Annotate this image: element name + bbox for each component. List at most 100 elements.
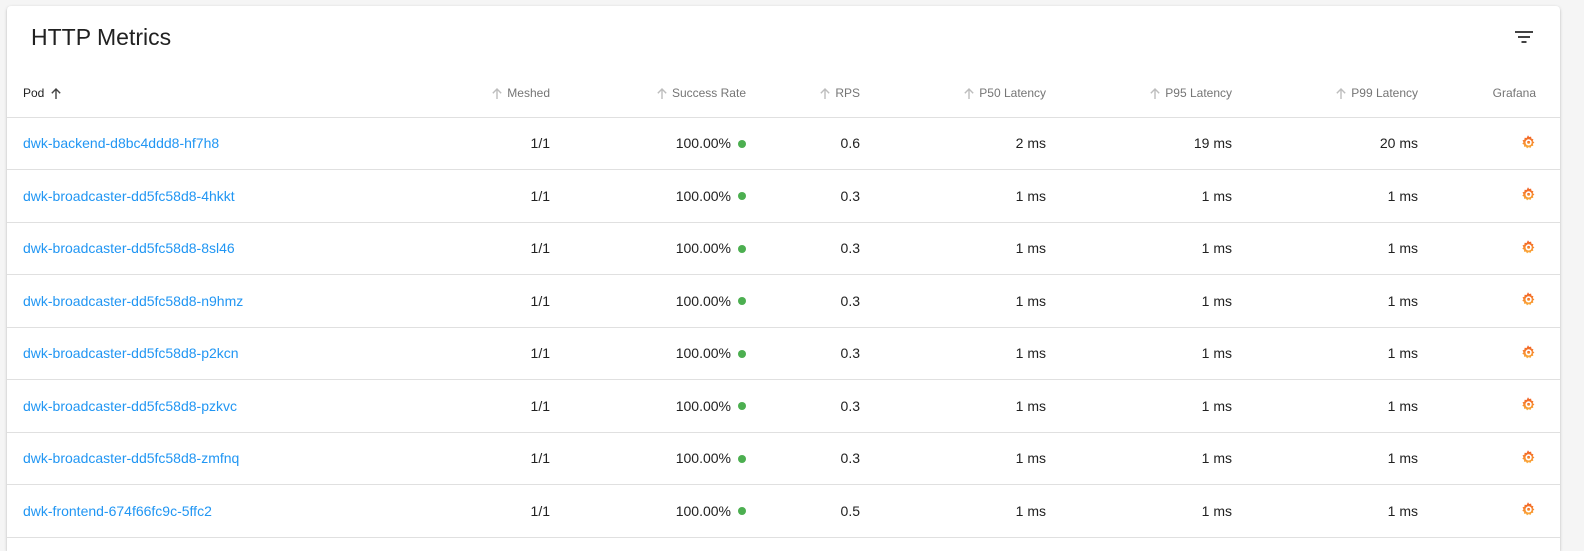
- success-status-dot: [738, 244, 746, 253]
- card-toolbar: HTTP Metrics: [7, 6, 1560, 70]
- meshed-cell: 1/1: [427, 432, 550, 485]
- success-status-dot: [738, 454, 746, 463]
- pod-cell: dwk-broadcaster-dd5fc58d8-8sl46: [7, 222, 427, 275]
- grafana-icon[interactable]: [1520, 134, 1536, 153]
- pod-link[interactable]: dwk-broadcaster-dd5fc58d8-p2kcn: [23, 345, 239, 362]
- column-header-label: RPS: [835, 86, 860, 101]
- grafana-icon[interactable]: [1520, 396, 1536, 415]
- p95-latency-cell: 1 ms: [1046, 169, 1232, 223]
- arrow-upward-icon: [1335, 88, 1347, 100]
- grafana-cell: [1418, 379, 1560, 433]
- p99-latency-cell: 1 ms: [1232, 222, 1418, 275]
- arrow-upward-icon: [491, 88, 503, 100]
- success-rate-value: 100.00%: [675, 240, 731, 257]
- column-header-label: Success Rate: [671, 86, 746, 101]
- grafana-icon[interactable]: [1520, 449, 1536, 468]
- arrow-upward-icon: [819, 88, 831, 100]
- p50-latency-cell: 1 ms: [860, 327, 1046, 380]
- success-rate-value: 100.00%: [675, 187, 731, 204]
- rps-cell: 0.5: [746, 484, 860, 538]
- grafana-cell: [1418, 432, 1560, 485]
- arrow-upward-icon: [656, 88, 668, 100]
- p99-latency-cell: 20 ms: [1232, 117, 1418, 170]
- meshed-cell: 1/1: [427, 274, 550, 328]
- p95-latency-cell: 19 ms: [1046, 117, 1232, 170]
- column-header-label: Grafana: [1492, 86, 1536, 101]
- pod-cell: dwk-broadcaster-dd5fc58d8-4hkkt: [7, 169, 427, 223]
- table-row: dwk-broadcaster-dd5fc58d8-pzkvc 1/1 100.…: [7, 379, 1560, 433]
- pod-link[interactable]: dwk-broadcaster-dd5fc58d8-pzkvc: [23, 397, 237, 414]
- pod-link[interactable]: dwk-broadcaster-dd5fc58d8-8sl46: [23, 240, 235, 257]
- pod-link[interactable]: dwk-frontend-674f66fc9c-5ffc2: [23, 502, 212, 519]
- grafana-icon[interactable]: [1520, 501, 1536, 520]
- column-header-label: P99 Latency: [1351, 86, 1418, 101]
- success-status-dot: [738, 507, 746, 516]
- column-header-pod[interactable]: Pod: [7, 70, 427, 118]
- p50-latency-cell: 2 ms: [860, 117, 1046, 170]
- p99-latency-cell: 1 ms: [1232, 274, 1418, 328]
- column-header-label: P95 Latency: [1165, 86, 1232, 101]
- metrics-table-body: dwk-backend-d8bc4ddd8-hf7h8 1/1 100.00% …: [7, 117, 1560, 538]
- arrow-upward-icon: [50, 88, 62, 100]
- p50-latency-cell: 1 ms: [860, 484, 1046, 538]
- table-row: dwk-broadcaster-dd5fc58d8-n9hmz 1/1 100.…: [7, 274, 1560, 328]
- grafana-cell: [1418, 274, 1560, 328]
- rps-cell: 0.3: [746, 327, 860, 380]
- pod-link[interactable]: dwk-broadcaster-dd5fc58d8-n9hmz: [23, 292, 244, 309]
- rps-cell: 0.6: [746, 117, 860, 170]
- column-header-meshed[interactable]: Meshed: [427, 70, 550, 118]
- column-header-grafana: Grafana: [1418, 70, 1560, 118]
- p50-latency-cell: 1 ms: [860, 432, 1046, 485]
- grafana-cell: [1418, 327, 1560, 380]
- grafana-icon[interactable]: [1520, 239, 1536, 258]
- table-row: dwk-broadcaster-dd5fc58d8-zmfnq 1/1 100.…: [7, 432, 1560, 485]
- p99-latency-cell: 1 ms: [1232, 484, 1418, 538]
- rps-cell: 0.3: [746, 169, 860, 223]
- meshed-cell: 1/1: [427, 222, 550, 275]
- success-rate-value: 100.00%: [675, 135, 731, 152]
- column-header-success-rate[interactable]: Success Rate: [550, 70, 746, 118]
- grafana-icon[interactable]: [1520, 186, 1536, 205]
- column-header-rps[interactable]: RPS: [746, 70, 860, 118]
- rps-cell: 0.3: [746, 222, 860, 275]
- pod-cell: dwk-broadcaster-dd5fc58d8-pzkvc: [7, 379, 427, 433]
- success-rate-value: 100.00%: [675, 292, 731, 309]
- column-header-p99-latency[interactable]: P99 Latency: [1232, 70, 1418, 118]
- p95-latency-cell: 1 ms: [1046, 379, 1232, 433]
- success-status-dot: [738, 402, 746, 411]
- p95-latency-cell: 1 ms: [1046, 274, 1232, 328]
- pod-link[interactable]: dwk-backend-d8bc4ddd8-hf7h8: [23, 135, 220, 152]
- grafana-cell: [1418, 484, 1560, 538]
- p95-latency-cell: 1 ms: [1046, 222, 1232, 275]
- meshed-cell: 1/1: [427, 169, 550, 223]
- pod-cell: dwk-broadcaster-dd5fc58d8-n9hmz: [7, 274, 427, 328]
- rps-cell: 0.3: [746, 274, 860, 328]
- success-rate-cell: 100.00%: [550, 222, 746, 275]
- filter-list-icon: [1514, 30, 1534, 49]
- column-header-p95-latency[interactable]: P95 Latency: [1046, 70, 1232, 118]
- grafana-cell: [1418, 117, 1560, 170]
- grafana-icon[interactable]: [1520, 344, 1536, 363]
- filter-button[interactable]: [1507, 22, 1541, 56]
- table-row: dwk-backend-d8bc4ddd8-hf7h8 1/1 100.00% …: [7, 117, 1560, 170]
- pod-cell: dwk-backend-d8bc4ddd8-hf7h8: [7, 117, 427, 170]
- p50-latency-cell: 1 ms: [860, 274, 1046, 328]
- column-header-p50-latency[interactable]: P50 Latency: [860, 70, 1046, 118]
- success-rate-value: 100.00%: [675, 345, 731, 362]
- table-row: dwk-frontend-674f66fc9c-5ffc2 1/1 100.00…: [7, 484, 1560, 538]
- http-metrics-card: HTTP Metrics Pod: [7, 6, 1560, 551]
- success-status-dot: [738, 139, 746, 148]
- card-title: HTTP Metrics: [31, 24, 172, 50]
- grafana-cell: [1418, 222, 1560, 275]
- pod-link[interactable]: dwk-broadcaster-dd5fc58d8-4hkkt: [23, 187, 235, 204]
- success-rate-cell: 100.00%: [550, 379, 746, 433]
- column-header-label: P50 Latency: [979, 86, 1046, 101]
- grafana-icon[interactable]: [1520, 291, 1536, 310]
- p95-latency-cell: 1 ms: [1046, 484, 1232, 538]
- pod-link[interactable]: dwk-broadcaster-dd5fc58d8-zmfnq: [23, 450, 240, 467]
- success-rate-cell: 100.00%: [550, 484, 746, 538]
- p99-latency-cell: 1 ms: [1232, 327, 1418, 380]
- success-status-dot: [738, 297, 746, 306]
- success-rate-cell: 100.00%: [550, 169, 746, 223]
- pod-cell: dwk-broadcaster-dd5fc58d8-zmfnq: [7, 432, 427, 485]
